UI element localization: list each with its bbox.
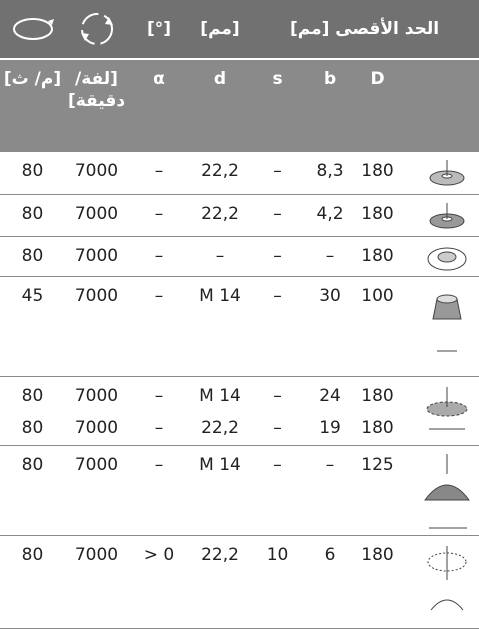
cell: 180 xyxy=(355,152,401,195)
header-row: الحد الأقصى [مم] [مم] [°] xyxy=(0,0,479,59)
cell: – xyxy=(190,236,250,277)
cell: 80 xyxy=(0,445,65,536)
max-label: الحد الأقصى [مم] xyxy=(250,0,479,59)
column-header: [م/ ث] xyxy=(0,58,65,152)
cell: M 14 xyxy=(190,276,250,377)
column-header: s xyxy=(250,58,306,152)
speed-icon xyxy=(0,0,65,59)
cell: 30 xyxy=(305,276,356,377)
rotation-icon xyxy=(65,0,128,59)
cell: – xyxy=(250,409,306,446)
column-header: b xyxy=(305,58,356,152)
unit-mm: [مم] xyxy=(190,0,250,59)
cell: 180 xyxy=(355,236,401,277)
cell: 7000 xyxy=(65,276,128,377)
table-row: 100 30– M 14–7000 45 xyxy=(0,276,479,377)
table-row: 180 8,3–22,2–7000 80 xyxy=(0,152,479,195)
table-row: 180 6 10 22,2 0 <7000 80 xyxy=(0,535,479,629)
cell: 4,2 xyxy=(305,194,356,237)
table-row: 180 4,2–22,2–7000 80 xyxy=(0,194,479,237)
cell: – xyxy=(128,152,190,195)
cell: – xyxy=(305,445,356,536)
cell: 24 xyxy=(319,385,341,406)
cell: 80 xyxy=(0,409,65,446)
cell: 80 xyxy=(21,385,44,406)
cell: 180 xyxy=(355,535,401,629)
cell: 80 xyxy=(0,152,65,195)
column-header: D xyxy=(355,58,401,152)
cell: 7000 xyxy=(65,194,128,237)
cell: 22,2 xyxy=(190,535,250,629)
cell: – xyxy=(128,276,190,377)
cell: 80 xyxy=(0,194,65,237)
cell: 80 xyxy=(0,236,65,277)
cell: – xyxy=(250,236,306,277)
cell: M 14 xyxy=(199,385,241,406)
column-header: [لفة/ دقيقة] xyxy=(65,58,128,152)
cell: 180 xyxy=(361,385,394,406)
column-header: d xyxy=(190,58,250,152)
cell: M 14 xyxy=(190,445,250,536)
cell: 180 xyxy=(355,194,401,237)
cell: 100 xyxy=(355,276,401,377)
cell: 19 xyxy=(305,409,356,446)
cell: – xyxy=(128,445,190,536)
cell: – xyxy=(250,276,306,377)
cell: – xyxy=(128,409,190,446)
cell: 8,3 xyxy=(305,152,356,195)
tool-icon xyxy=(400,376,479,446)
cell: 80 xyxy=(0,535,65,629)
cell: 22,2 xyxy=(190,409,250,446)
column-header: α xyxy=(128,58,190,152)
cell: 7000 xyxy=(65,152,128,195)
tool-icon xyxy=(400,276,479,377)
cell: – xyxy=(273,385,282,406)
cell: – xyxy=(250,194,306,237)
unit-deg: [°] xyxy=(128,0,190,59)
cell: – xyxy=(250,445,306,536)
cell: 7000 xyxy=(65,535,128,629)
cell: 125 xyxy=(355,445,401,536)
cell: 45 xyxy=(0,276,65,377)
cell: – xyxy=(128,194,190,237)
tool-icon xyxy=(400,152,479,195)
cell: – xyxy=(128,236,190,277)
cell: – xyxy=(154,385,164,406)
tool-icon xyxy=(400,535,479,629)
cell: 0 < xyxy=(128,535,190,629)
cell: 7000 xyxy=(65,236,128,277)
tool-icon xyxy=(400,194,479,237)
cell: 22,2 xyxy=(190,194,250,237)
cell: 7000 xyxy=(74,385,119,406)
table-body: 180 8,3–22,2–7000 80 180 4,2–22,2–7000 80 180–… xyxy=(0,152,479,629)
cell: 10 xyxy=(250,535,306,629)
cell: – xyxy=(305,236,356,277)
cell: 180 xyxy=(355,409,401,446)
table-row: 180 19–22,2–7000 80 xyxy=(0,409,479,446)
cell: 6 xyxy=(305,535,356,629)
icon-header xyxy=(400,58,479,152)
table-row: 180– – – –7000 80 xyxy=(0,236,479,277)
table-row: 180 24– M 14–7000 80 xyxy=(0,376,479,446)
cell: 7000 xyxy=(65,445,128,536)
table-row: 125– – M 14–7000 80 xyxy=(0,445,479,536)
cell: 7000 xyxy=(65,409,128,446)
tool-icon xyxy=(400,236,479,277)
cell: – xyxy=(250,152,306,195)
tool-icon xyxy=(400,445,479,536)
cell: 22,2 xyxy=(190,152,250,195)
